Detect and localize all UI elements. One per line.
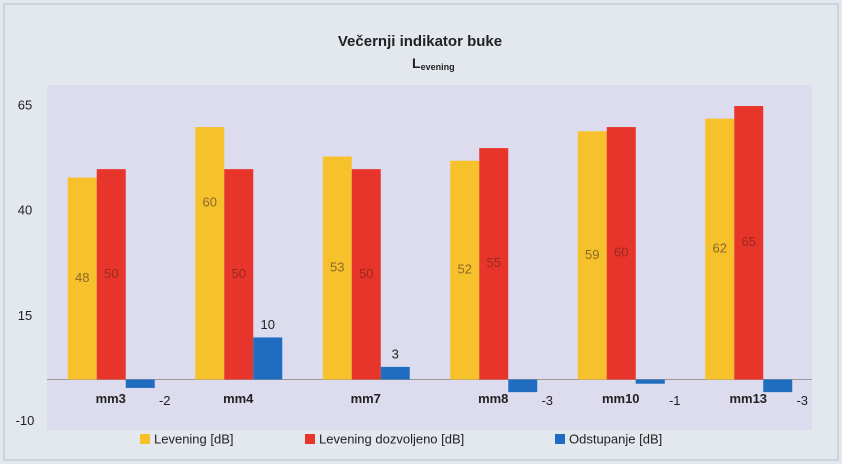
x-tick-label: mm7 bbox=[351, 391, 381, 406]
bar bbox=[380, 366, 410, 380]
bar bbox=[479, 148, 509, 380]
y-tick-label: 65 bbox=[18, 97, 32, 112]
legend-swatch bbox=[140, 434, 150, 444]
y-tick-label: 40 bbox=[18, 203, 32, 218]
data-label: 52 bbox=[458, 262, 472, 277]
legend-label: Odstupanje [dB] bbox=[569, 431, 662, 446]
data-label: 60 bbox=[614, 245, 628, 260]
data-label: 50 bbox=[232, 266, 246, 281]
data-label: 48 bbox=[75, 270, 89, 285]
bar bbox=[705, 118, 735, 380]
bar bbox=[253, 337, 283, 380]
legend-label: Levening dozvoljeno [dB] bbox=[319, 431, 464, 446]
data-label: 3 bbox=[392, 346, 399, 361]
y-tick-label: -10 bbox=[16, 413, 35, 428]
bar bbox=[96, 169, 126, 380]
data-label: -3 bbox=[796, 393, 808, 408]
chart-subtitle: Levening bbox=[412, 55, 455, 73]
data-label: 53 bbox=[330, 259, 344, 274]
data-label: -3 bbox=[541, 393, 553, 408]
bar bbox=[351, 169, 381, 380]
legend-swatch bbox=[555, 434, 565, 444]
data-label: 59 bbox=[585, 247, 599, 262]
bar bbox=[322, 156, 352, 380]
legend-swatch bbox=[305, 434, 315, 444]
x-tick-label: mm10 bbox=[602, 391, 640, 406]
x-tick-label: mm13 bbox=[729, 391, 767, 406]
frame bbox=[3, 3, 839, 461]
x-tick-label: mm4 bbox=[223, 391, 254, 406]
bar bbox=[635, 379, 665, 384]
data-label: 50 bbox=[359, 266, 373, 281]
bar bbox=[577, 131, 607, 380]
bar bbox=[606, 127, 636, 380]
x-tick-label: mm3 bbox=[96, 391, 126, 406]
x-tick-label: mm8 bbox=[478, 391, 508, 406]
data-label: 10 bbox=[261, 317, 275, 332]
bar bbox=[67, 177, 97, 380]
subtitle-subscript: evening bbox=[421, 62, 455, 72]
data-label: 55 bbox=[487, 255, 501, 270]
bar bbox=[195, 127, 225, 380]
plot-area bbox=[47, 85, 812, 430]
subtitle-main: L bbox=[412, 55, 421, 71]
data-label: -1 bbox=[669, 393, 681, 408]
data-label: -2 bbox=[159, 393, 171, 408]
bar bbox=[734, 106, 764, 380]
chart-title: Večernji indikator buke bbox=[338, 33, 502, 50]
bar bbox=[224, 169, 254, 380]
bar bbox=[125, 379, 155, 388]
data-label: 60 bbox=[203, 195, 217, 210]
y-tick-label: 15 bbox=[18, 308, 32, 323]
data-label: 65 bbox=[742, 234, 756, 249]
data-label: 62 bbox=[713, 241, 727, 256]
bar bbox=[508, 379, 538, 393]
data-label: 50 bbox=[104, 266, 118, 281]
bar bbox=[763, 379, 793, 393]
legend-label: Levening [dB] bbox=[154, 431, 234, 446]
bar bbox=[450, 160, 480, 380]
